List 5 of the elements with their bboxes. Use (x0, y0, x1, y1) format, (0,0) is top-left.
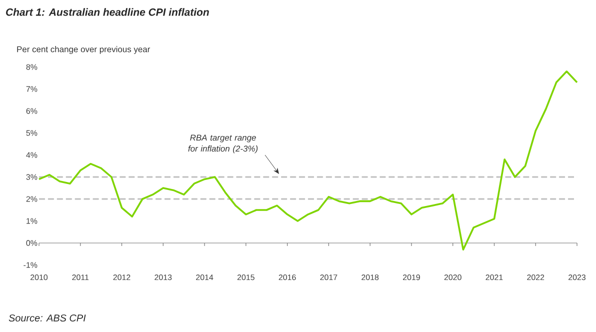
line-series (38, 70, 578, 250)
y-axis-title: Per cent change over previous year (17, 46, 150, 54)
annotation: RBA target range for inflation (2-3%) (188, 134, 258, 154)
source-note: Source: ABS CPI (8, 314, 86, 322)
chart-title: Chart 1: Australian headline CPI inflation (6, 8, 209, 16)
